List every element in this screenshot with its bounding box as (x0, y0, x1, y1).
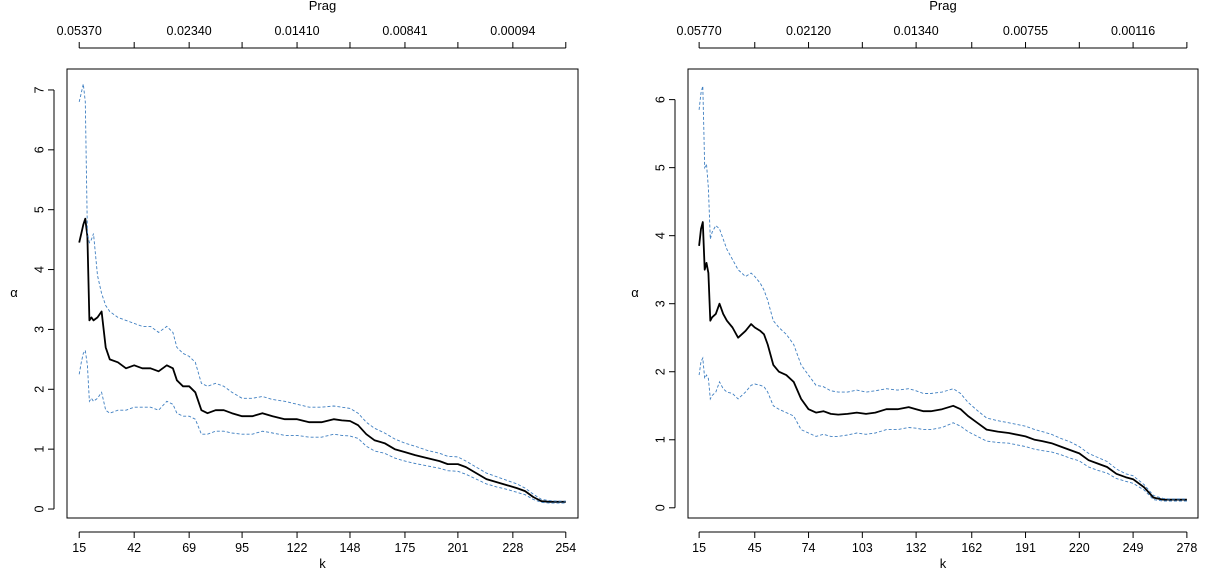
top-axis-title: Prag (309, 0, 336, 13)
y-tick-label: 5 (32, 206, 46, 213)
x-tick-label: 45 (748, 541, 762, 555)
y-tick-label: 1 (32, 446, 46, 453)
x-tick-label: 249 (1123, 541, 1144, 555)
top-axis-title: Prag (929, 0, 956, 13)
top-tick-label: 0.01410 (274, 24, 319, 38)
x-tick-label: 228 (502, 541, 523, 555)
series-lower-ci-line (78, 349, 566, 504)
y-tick-label: 6 (32, 146, 46, 153)
x-tick-label: 42 (127, 541, 141, 555)
y-tick-label: 4 (32, 266, 46, 273)
x-tick-label: 278 (1176, 541, 1197, 555)
y-tick-label: 3 (653, 300, 667, 307)
top-tick-label: 0.05770 (677, 24, 722, 38)
x-tick-label: 254 (555, 541, 576, 555)
series-estimate-line (78, 217, 566, 503)
x-tick-label: 15 (72, 541, 86, 555)
y-tick-label: 7 (32, 86, 46, 93)
x-axis-title: k (940, 556, 947, 571)
series-upper-ci-line (698, 85, 1187, 500)
x-tick-label: 132 (906, 541, 927, 555)
top-tick-label: 0.05370 (57, 24, 102, 38)
top-tick-label: 0.02120 (786, 24, 831, 38)
x-tick-label: 148 (340, 541, 361, 555)
y-axis-title: α (631, 285, 639, 300)
series-upper-ci-line (78, 83, 566, 502)
x-tick-label: 201 (447, 541, 468, 555)
x-tick-label: 69 (182, 541, 196, 555)
top-tick-label: 0.01340 (894, 24, 939, 38)
y-tick-label: 5 (653, 164, 667, 171)
x-tick-label: 220 (1069, 541, 1090, 555)
series-estimate-line (698, 221, 1187, 501)
y-axis-title: α (10, 285, 18, 300)
top-tick-label: 0.02340 (167, 24, 212, 38)
y-tick-label: 0 (32, 505, 46, 512)
top-tick-label: 0.00755 (1003, 24, 1048, 38)
x-tick-label: 162 (961, 541, 982, 555)
series-lower-ci-line (698, 356, 1187, 502)
top-tick-label: 0.00841 (382, 24, 427, 38)
y-tick-label: 4 (653, 232, 667, 239)
x-tick-label: 191 (1015, 541, 1036, 555)
y-tick-label: 2 (32, 386, 46, 393)
plot-frame (66, 68, 579, 519)
top-tick-label: 0.00116 (1111, 24, 1155, 38)
x-tick-label: 95 (235, 541, 249, 555)
y-tick-label: 6 (653, 96, 667, 103)
top-tick-label: 0.00094 (490, 24, 535, 38)
plot-frame (687, 68, 1199, 519)
x-tick-label: 74 (802, 541, 816, 555)
x-tick-label: 103 (852, 541, 873, 555)
y-tick-label: 0 (653, 504, 667, 511)
y-tick-label: 3 (32, 326, 46, 333)
x-tick-label: 15 (692, 541, 706, 555)
x-axis-title: k (319, 556, 326, 571)
y-tick-label: 2 (653, 368, 667, 375)
x-tick-label: 175 (395, 541, 416, 555)
x-tick-label: 122 (287, 541, 308, 555)
y-tick-label: 1 (653, 436, 667, 443)
